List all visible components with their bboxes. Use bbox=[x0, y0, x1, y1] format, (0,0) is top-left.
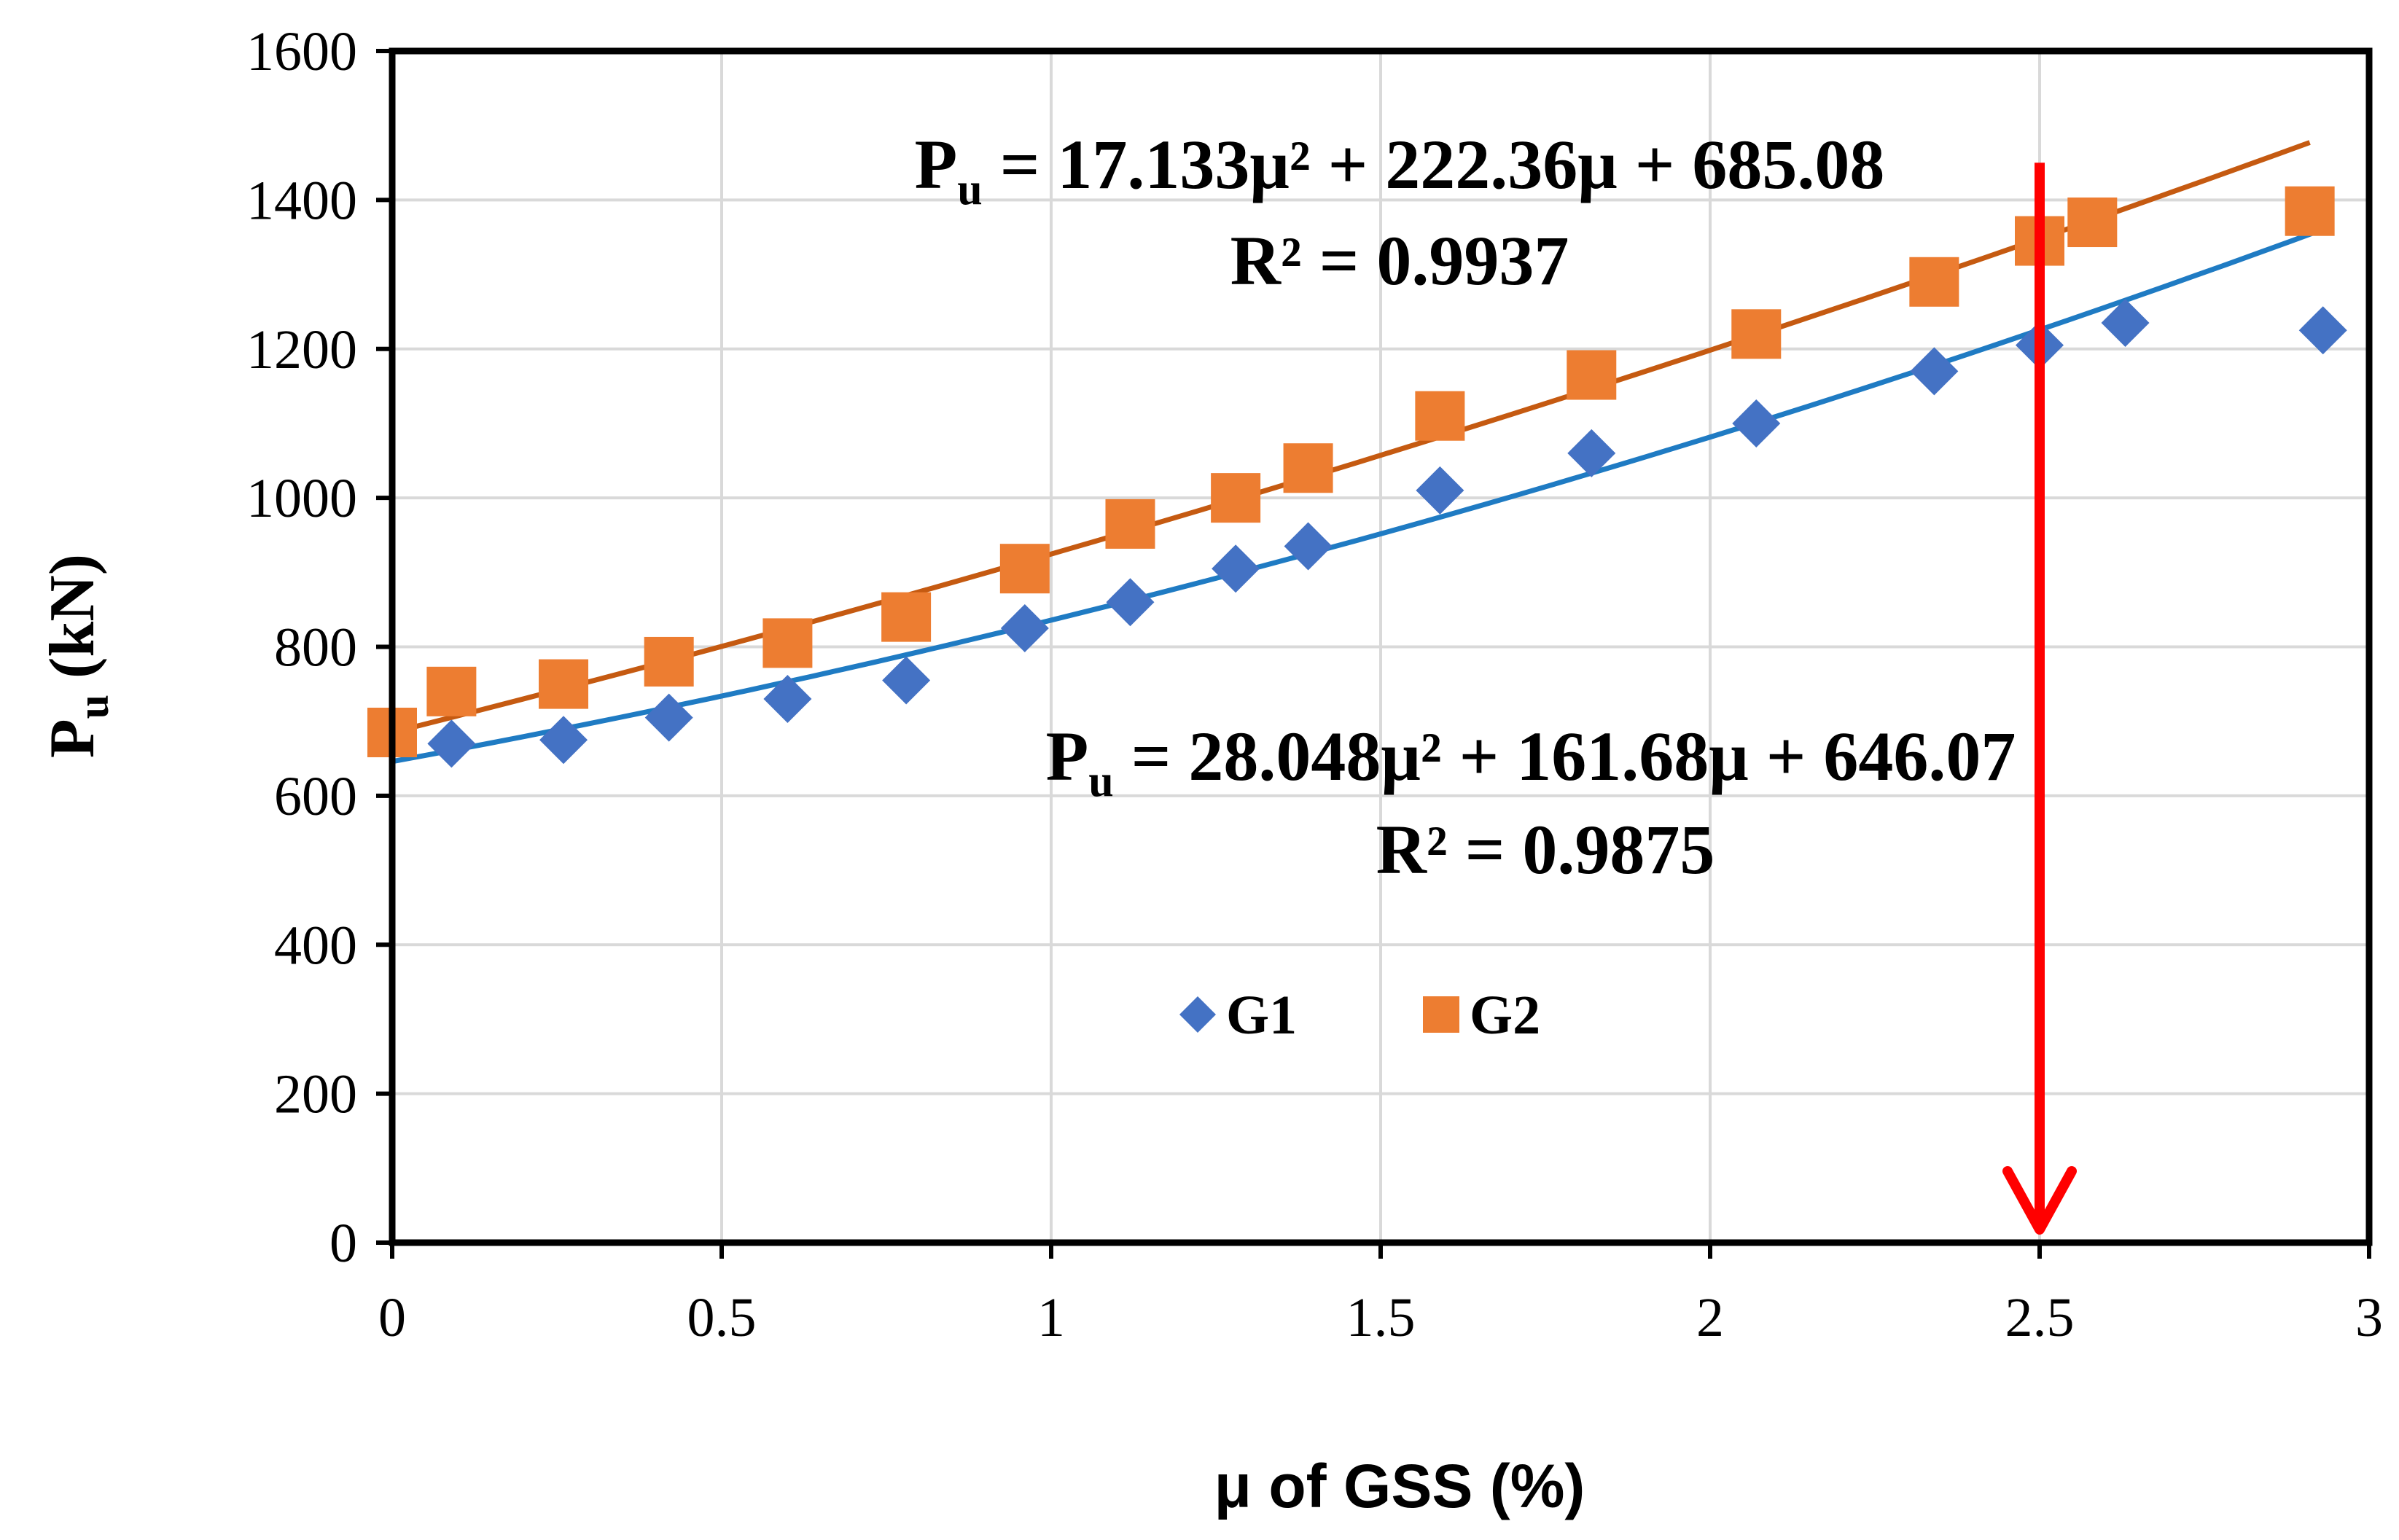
point-g2-3 bbox=[644, 636, 694, 687]
y-axis-label: Pu (kN) bbox=[37, 554, 117, 758]
y-tick-label-5: 1000 bbox=[246, 468, 357, 529]
y-tick-label-7: 1400 bbox=[246, 170, 357, 231]
x-axis-label: μ of GSS (%) bbox=[1214, 1452, 1585, 1520]
data-points bbox=[367, 186, 2347, 768]
point-g1-15 bbox=[2298, 306, 2347, 355]
g1-equation: Pu = 28.048μ² + 161.68μ + 646.07 bbox=[1046, 717, 2016, 806]
trendline-g2 bbox=[391, 140, 2311, 735]
point-g1-12 bbox=[1910, 347, 1959, 396]
g2-r-squared: R² = 0.9937 bbox=[1230, 222, 1569, 300]
point-g1-9 bbox=[1416, 466, 1464, 515]
x-tick-label-5: 2.5 bbox=[2005, 1287, 2075, 1348]
point-g1-4 bbox=[882, 656, 931, 705]
g2-equation: Pu = 17.133μ² + 222.36μ + 685.08 bbox=[915, 125, 1885, 214]
legend-g1-label: G1 bbox=[1226, 985, 1297, 1046]
point-g1-8 bbox=[1284, 522, 1333, 571]
point-g1-5 bbox=[1000, 603, 1049, 652]
legend-g1-marker bbox=[1179, 996, 1216, 1033]
x-tick-label-1: 0.5 bbox=[687, 1287, 757, 1348]
point-g2-4 bbox=[762, 618, 813, 668]
arrow-head bbox=[2002, 1166, 2077, 1235]
point-g2-10 bbox=[1415, 391, 1465, 441]
point-g1-14 bbox=[2101, 298, 2150, 347]
point-g1-1 bbox=[539, 716, 588, 765]
x-tick-label-2: 1 bbox=[1037, 1287, 1065, 1348]
y-tick-label-8: 1600 bbox=[246, 21, 357, 82]
point-g2-5 bbox=[881, 592, 932, 642]
point-g2-13 bbox=[1909, 257, 1959, 307]
legend-g2-marker bbox=[1423, 996, 1459, 1033]
trendline-g1 bbox=[391, 227, 2324, 765]
y-tick-label-2: 400 bbox=[274, 915, 357, 976]
point-g2-8 bbox=[1211, 473, 1261, 523]
x-tick-label-4: 2 bbox=[1696, 1287, 1724, 1348]
y-tick-label-3: 600 bbox=[274, 766, 357, 827]
point-g2-6 bbox=[999, 544, 1050, 594]
x-tick-label-3: 1.5 bbox=[1346, 1287, 1416, 1348]
arrow-annotation bbox=[2002, 163, 2077, 1235]
point-g2-16 bbox=[2285, 186, 2335, 236]
point-g2-9 bbox=[1283, 443, 1333, 493]
trendlines bbox=[391, 140, 2324, 765]
y-axis-ticks: 0 200 400 600 800 1000 1200 1400 1600 bbox=[246, 21, 392, 1274]
point-g1-0 bbox=[427, 719, 476, 768]
y-tick-label-0: 0 bbox=[329, 1213, 357, 1274]
g1-r-squared: R² = 0.9875 bbox=[1376, 810, 1715, 888]
y-tick-label-1: 200 bbox=[274, 1064, 357, 1125]
point-g1-6 bbox=[1106, 578, 1155, 627]
point-g2-12 bbox=[1731, 309, 1782, 359]
point-g2-7 bbox=[1105, 499, 1155, 549]
x-axis-ticks: 0 0.5 1 1.5 2 2.5 3 bbox=[378, 1243, 2383, 1348]
x-tick-label-0: 0 bbox=[378, 1287, 406, 1348]
point-g1-2 bbox=[644, 693, 693, 742]
y-tick-label-4: 800 bbox=[274, 617, 357, 679]
point-g2-1 bbox=[426, 666, 477, 716]
point-g1-10 bbox=[1567, 429, 1616, 477]
point-g1-11 bbox=[1732, 399, 1781, 447]
point-g2-15 bbox=[2067, 198, 2118, 248]
point-g1-7 bbox=[1212, 544, 1260, 593]
point-g2-2 bbox=[539, 659, 589, 709]
point-g1-3 bbox=[763, 675, 812, 724]
point-g2-11 bbox=[1567, 350, 1617, 400]
legend-g2-label: G2 bbox=[1470, 985, 1540, 1046]
legend: G1 G2 bbox=[1179, 985, 1540, 1046]
x-tick-label-6: 3 bbox=[2355, 1287, 2383, 1348]
y-tick-label-6: 1200 bbox=[246, 319, 357, 380]
